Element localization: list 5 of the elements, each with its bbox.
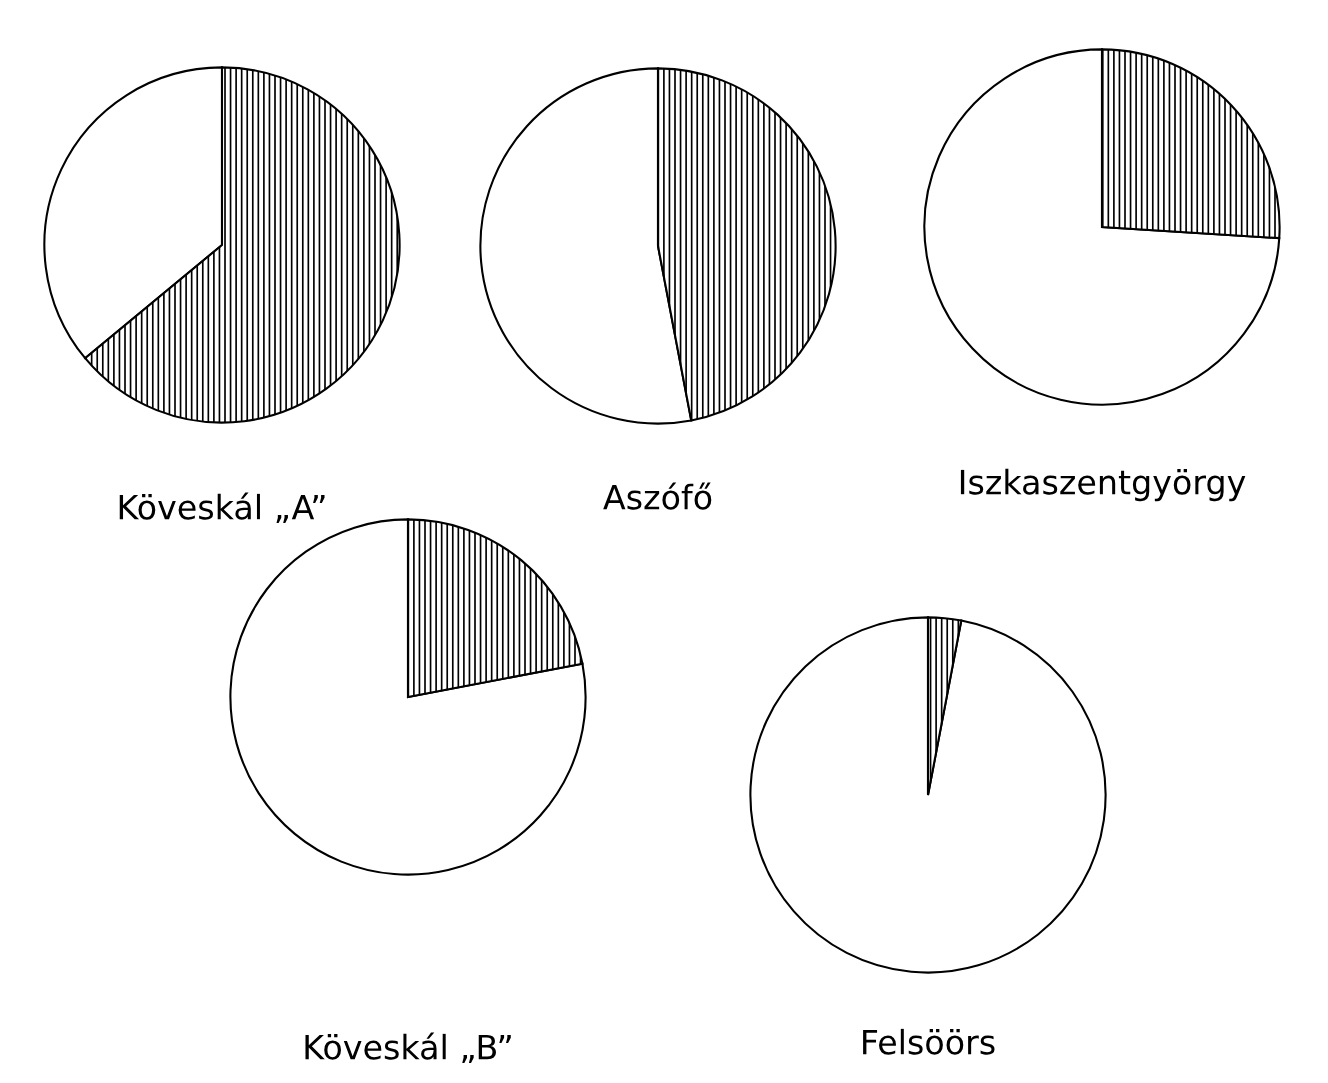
text: Köveskál „B” [305,1032,511,1064]
text: Aszófő [603,482,712,510]
text: Iszkaszentgyörgy [960,468,1246,502]
text: Köveskál „A” [119,492,325,524]
text: Felsöörs [863,1028,995,1055]
